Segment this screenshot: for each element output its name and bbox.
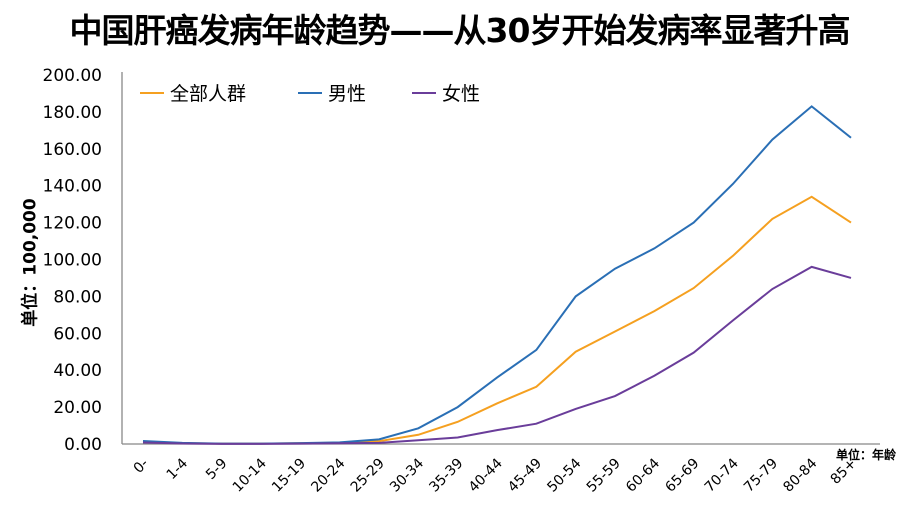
x-tick-label: 0- — [131, 456, 152, 477]
x-tick-label: 10-14 — [230, 455, 270, 495]
x-tick-label: 85+ — [828, 456, 860, 488]
x-tick-label: 5-9 — [203, 456, 230, 483]
x-tick-label: 20-24 — [308, 455, 348, 495]
x-tick-label: 45-49 — [505, 456, 545, 496]
y-tick-label: 40.00 — [53, 361, 102, 381]
series-line-0 — [142, 195, 852, 445]
x-tick-label: 50-54 — [544, 455, 584, 495]
y-tick-label: 0.00 — [64, 435, 102, 455]
x-tick-label: 30-34 — [387, 455, 427, 495]
x-tick-label: 35-39 — [426, 456, 466, 496]
x-tick-label: 75-79 — [741, 456, 781, 496]
x-tick-label: 40-44 — [466, 455, 506, 495]
y-tick-label: 180.00 — [43, 103, 102, 123]
y-tick-label: 20.00 — [53, 398, 102, 418]
legend-label: 女性 — [442, 83, 480, 105]
y-tick-label: 160.00 — [43, 140, 102, 160]
x-tick-label: 1-4 — [164, 455, 192, 483]
y-tick-label: 120.00 — [43, 214, 102, 234]
y-tick-label: 140.00 — [43, 177, 102, 197]
series-line-1 — [142, 105, 852, 445]
x-tick-label: 55-59 — [584, 456, 624, 496]
legend-label: 男性 — [328, 83, 366, 105]
x-tick-label: 80-84 — [780, 455, 820, 495]
x-tick-label: 70-74 — [702, 455, 742, 495]
x-tick-label: 25-29 — [348, 456, 388, 496]
chart-title: 中国肝癌发病年龄趋势——从30岁开始发病率显著升高 — [69, 11, 851, 50]
y-tick-label: 80.00 — [53, 287, 102, 307]
y-tick-label: 60.00 — [53, 324, 102, 344]
legend-label: 全部人群 — [170, 83, 246, 105]
x-tick-label: 65-69 — [662, 456, 702, 496]
y-tick-label: 100.00 — [43, 251, 102, 271]
y-tick-label: 200.00 — [43, 66, 102, 86]
x-tick-label: 15-19 — [269, 456, 309, 496]
x-axis-unit: 单位：年龄 — [836, 448, 897, 462]
x-tick-label: 60-64 — [623, 455, 663, 495]
series-line-2 — [142, 265, 852, 445]
